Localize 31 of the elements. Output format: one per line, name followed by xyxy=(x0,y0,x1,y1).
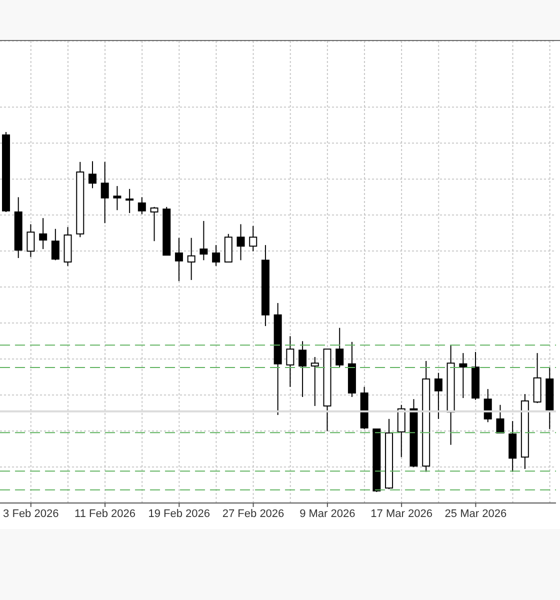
candlestick xyxy=(212,244,220,266)
candlestick xyxy=(200,220,208,261)
candlestick xyxy=(39,218,48,250)
x-tick-label: 11 Feb 2026 xyxy=(74,508,136,520)
candlestick xyxy=(126,188,134,214)
candlestick xyxy=(310,356,319,406)
x-tick-label: 17 Mar 2026 xyxy=(370,508,432,520)
candlestick xyxy=(397,404,406,458)
candlestick xyxy=(113,186,122,211)
candlestick xyxy=(298,340,307,398)
candlestick xyxy=(249,226,258,252)
candlestick xyxy=(100,161,109,224)
candlestick xyxy=(236,224,245,261)
candlestick xyxy=(174,237,183,282)
x-tick-label: 19 Feb 2026 xyxy=(148,508,210,520)
x-tick-label: 9 Mar 2026 xyxy=(300,508,356,520)
candlestick xyxy=(26,224,35,258)
x-tick-label: 27 Feb 2026 xyxy=(222,508,284,520)
candlestick xyxy=(138,196,146,215)
x-tick-label: 25 Mar 2026 xyxy=(444,508,507,520)
candlestick xyxy=(336,327,344,368)
candlestick xyxy=(484,388,492,423)
candlestick xyxy=(187,237,196,280)
candlestick xyxy=(88,160,96,189)
candlestick xyxy=(434,372,442,420)
candlestick xyxy=(496,404,504,434)
candlestick xyxy=(286,336,294,388)
candlestick xyxy=(459,352,468,399)
candlestick xyxy=(51,228,60,261)
x-tick-label: 3 Feb 2026 xyxy=(3,508,59,520)
candlestick xyxy=(150,206,158,242)
